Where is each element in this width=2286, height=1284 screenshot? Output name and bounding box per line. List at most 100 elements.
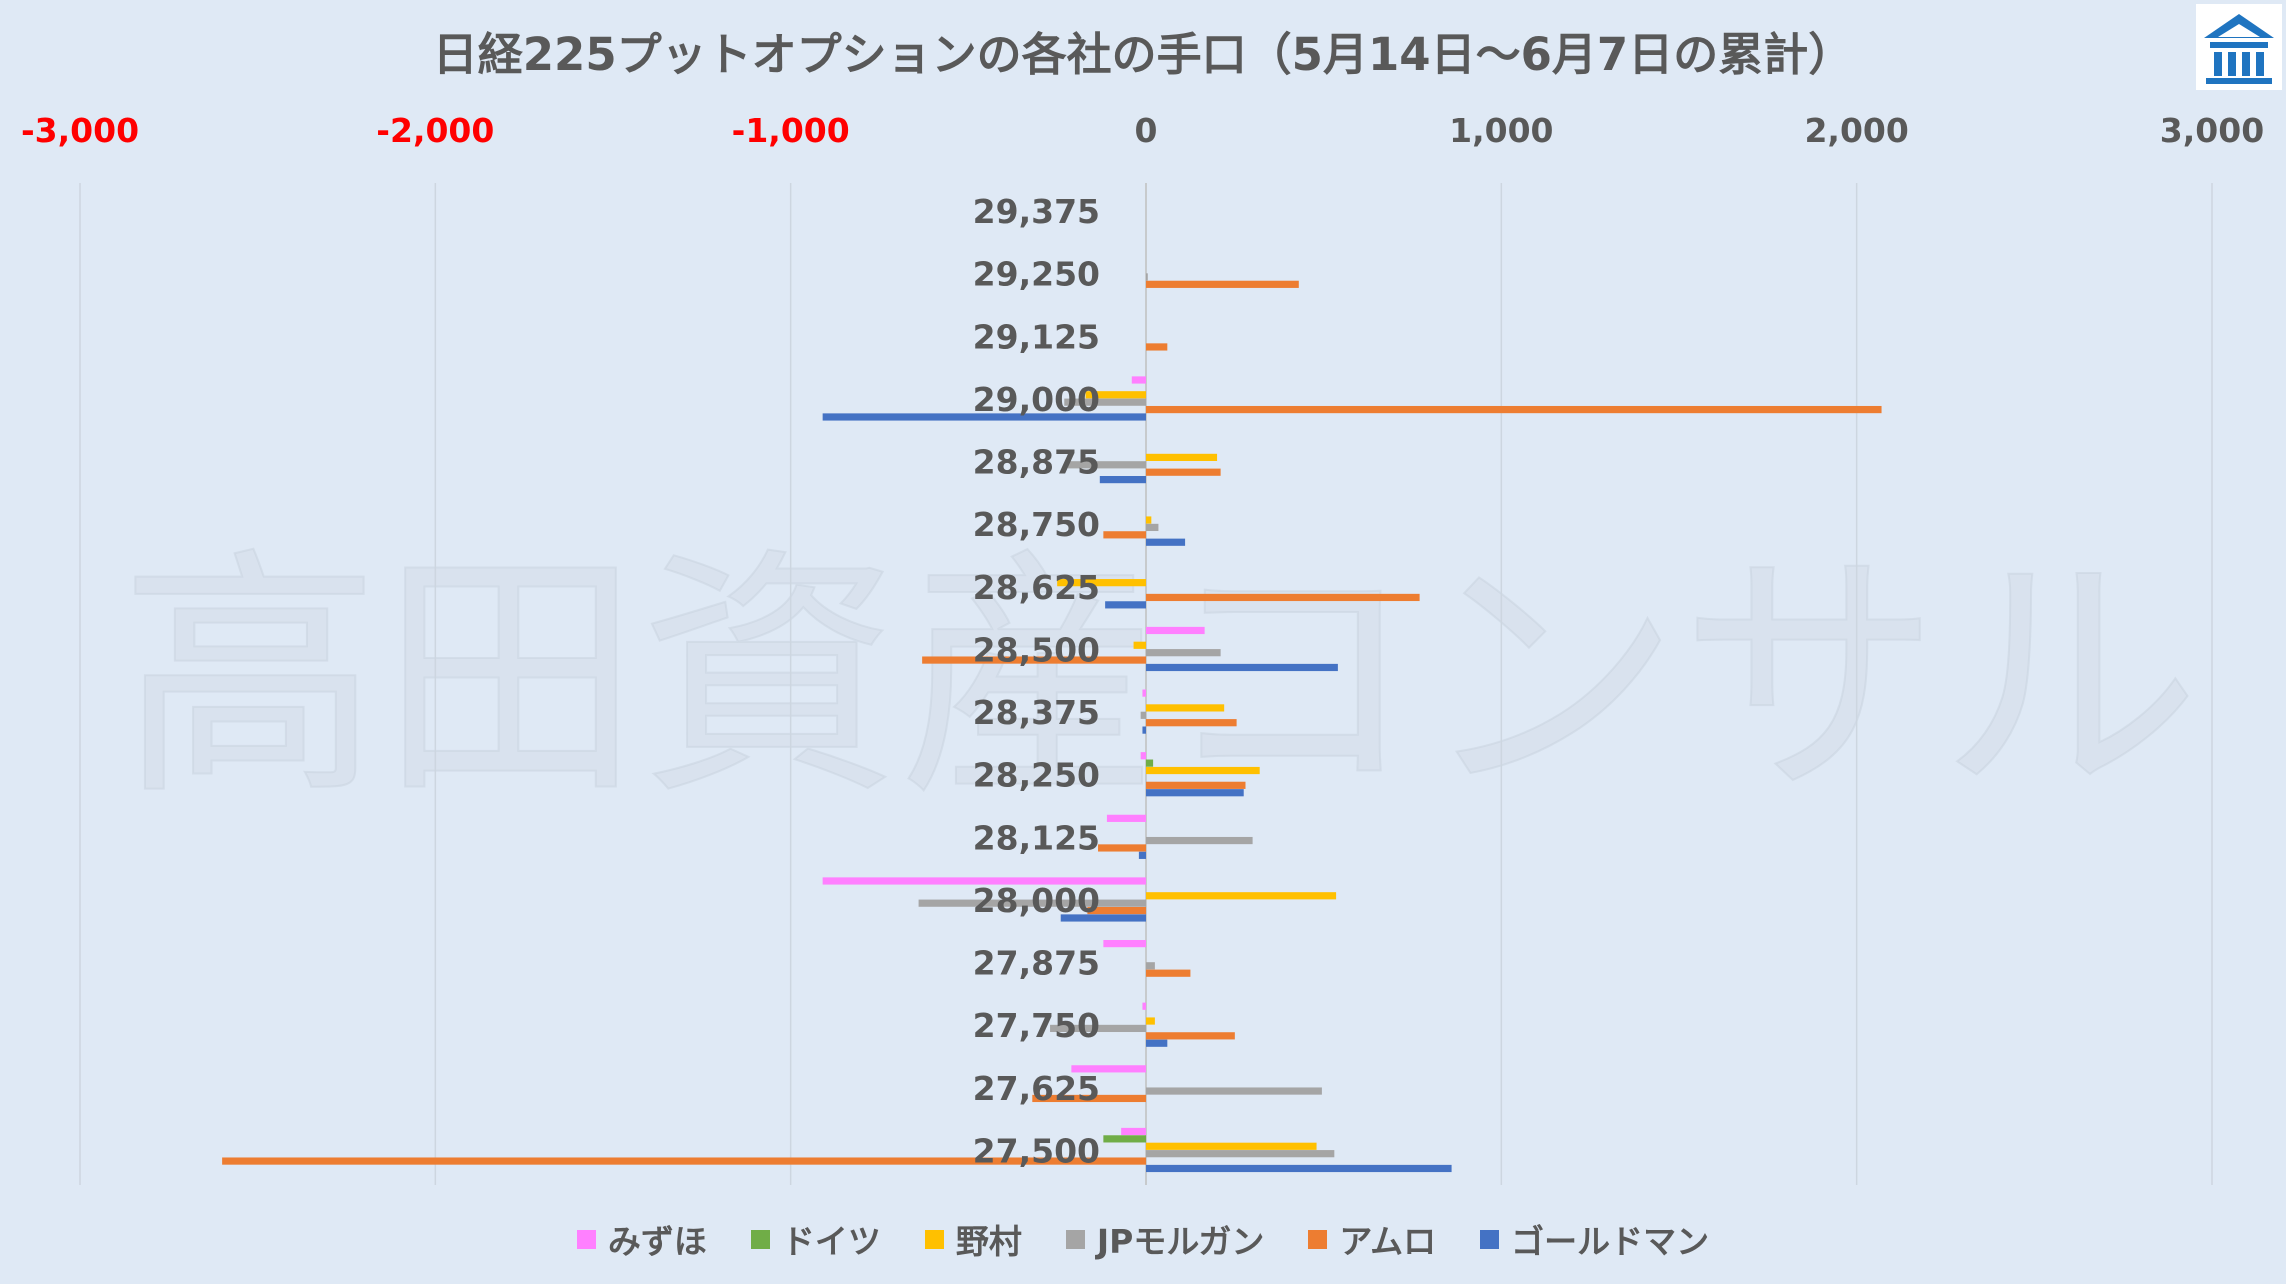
bar — [1140, 752, 1146, 760]
legend-label: ドイツ — [781, 1222, 881, 1261]
bar — [1146, 626, 1205, 635]
bar — [1103, 1135, 1146, 1143]
legend-swatch — [576, 1229, 596, 1249]
x-tick-label: -2,000 — [376, 111, 494, 150]
legend-item[interactable]: みずほ — [576, 1215, 707, 1263]
legend-label: みずほ — [607, 1222, 707, 1261]
bar — [918, 899, 1146, 907]
legend-label: アムロ — [1339, 1222, 1437, 1261]
bar — [1060, 914, 1146, 922]
category-labels: 29,375 29,250 29,125 29,000 28,875 28,750 28,6… — [973, 192, 1100, 1170]
x-tick-label: 3,000 — [2160, 111, 2264, 150]
bar — [1146, 649, 1221, 657]
bar — [1146, 523, 1159, 532]
bar — [1146, 962, 1155, 970]
legend-item[interactable]: アムロ — [1308, 1215, 1436, 1263]
bar — [1146, 538, 1186, 546]
bar — [1085, 391, 1146, 399]
category-label: 27,750 — [973, 1006, 1100, 1045]
bar — [922, 656, 1146, 664]
gridlines — [79, 183, 2213, 1185]
category-label: 27,625 — [973, 1069, 1100, 1108]
x-tick-label: 0 — [1135, 111, 1158, 150]
x-tick-label: -3,000 — [21, 111, 139, 150]
legend-swatch — [1308, 1229, 1328, 1249]
category-label: 28,375 — [973, 693, 1100, 732]
legend-label: 野村 — [955, 1222, 1022, 1261]
bar — [1140, 711, 1146, 719]
category-label: 28,625 — [973, 568, 1100, 607]
category-label: 29,375 — [973, 192, 1100, 231]
bar — [822, 413, 1146, 421]
bar — [1146, 892, 1337, 900]
category-label: 28,750 — [973, 505, 1100, 544]
bar — [1105, 601, 1146, 609]
bar — [1142, 1002, 1146, 1010]
bar — [1146, 516, 1152, 524]
bar — [1146, 1164, 1452, 1173]
legend-item[interactable]: JPモルガン — [1065, 1215, 1265, 1263]
bar — [1146, 1017, 1155, 1025]
bar — [1146, 759, 1154, 767]
x-axis-ticks: -3,000 -2,000 -1,000 0 1,000 2,000 3,000 — [21, 111, 2264, 150]
category-label: 27,875 — [973, 944, 1100, 983]
bar — [1057, 579, 1146, 587]
bar — [1146, 1087, 1322, 1095]
bar — [1087, 906, 1146, 915]
bar — [1146, 719, 1237, 727]
bar — [1146, 273, 1148, 281]
bar — [1146, 468, 1221, 476]
bar — [1146, 405, 1882, 414]
bar — [1142, 726, 1146, 734]
bar — [1146, 343, 1168, 351]
watermark-text: 高田資産コンサル — [120, 528, 2200, 830]
x-tick-label: -1,000 — [732, 111, 850, 150]
bar — [1071, 1065, 1146, 1073]
bar — [1032, 1094, 1146, 1103]
legend-swatch — [750, 1229, 770, 1249]
bar — [1103, 940, 1146, 948]
bar — [1098, 844, 1146, 852]
category-label: 28,000 — [973, 881, 1100, 920]
bar — [1146, 280, 1299, 288]
building-icon — [2204, 14, 2274, 84]
legend: みずほ ドイツ 野村 JPモルガン アムロ ゴールドマン — [0, 1215, 2286, 1263]
bar — [1146, 969, 1191, 977]
bar — [1131, 376, 1146, 384]
category-label: 29,125 — [973, 317, 1100, 356]
category-label: 28,125 — [973, 818, 1100, 857]
category-label: 28,875 — [973, 443, 1100, 482]
bar — [1142, 689, 1146, 697]
bar — [1138, 851, 1146, 859]
chart-title: 日経225プットオプションの各社の手口（5月14日～6月7日の累計） — [432, 28, 1854, 81]
legend-item[interactable]: ドイツ — [750, 1215, 881, 1263]
bar — [1146, 593, 1420, 602]
legend-item[interactable]: ゴールドマン — [1480, 1215, 1709, 1263]
legend-label: JPモルガン — [1096, 1222, 1265, 1261]
legend-label: ゴールドマン — [1511, 1222, 1710, 1261]
bar — [1103, 531, 1146, 539]
legend-item[interactable]: 野村 — [924, 1215, 1022, 1263]
bar — [1146, 766, 1260, 775]
bars — [222, 273, 1882, 1173]
legend-swatch — [1065, 1229, 1085, 1249]
bar — [1146, 781, 1246, 789]
bar — [1146, 704, 1225, 712]
bar — [1050, 1024, 1146, 1033]
bar — [1146, 789, 1244, 797]
bar — [1106, 814, 1146, 822]
bar — [1146, 1150, 1335, 1158]
x-tick-label: 1,000 — [1449, 111, 1553, 150]
company-logo[interactable] — [2196, 4, 2282, 90]
legend-swatch — [1480, 1229, 1500, 1249]
category-label: 29,250 — [973, 255, 1100, 294]
bar — [1146, 1039, 1168, 1047]
legend-swatch — [924, 1229, 944, 1249]
bar — [222, 1157, 1147, 1165]
bar — [1146, 1032, 1235, 1040]
category-label: 28,250 — [973, 756, 1100, 795]
bar — [1146, 453, 1218, 461]
bar — [1146, 836, 1253, 845]
bar — [1099, 476, 1146, 484]
